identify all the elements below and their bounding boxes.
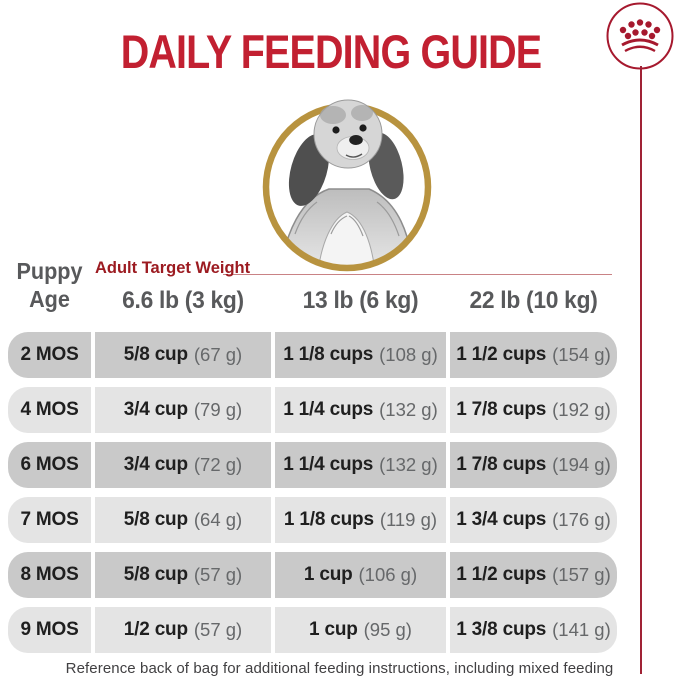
age-cell: 2 MOS <box>8 332 91 378</box>
table-row: 7 MOS 5/8 cup (64 g) 1 1/8 cups (119 g) 1 … <box>8 497 617 543</box>
value-cell: 3/4 cup (72 g) <box>95 442 271 488</box>
amount-text: 1 1/8 cups <box>283 344 374 365</box>
grams-text: (108 g) <box>379 344 438 365</box>
grams-text: (106 g) <box>358 564 418 585</box>
value-cell: 5/8 cup (57 g) <box>95 552 271 598</box>
amount-text: 5/8 cup <box>123 344 188 365</box>
value-cell: 1 cup (106 g) <box>275 552 446 598</box>
value-cell: 1 3/4 cups (176 g) <box>450 497 617 543</box>
grams-text: (67 g) <box>193 344 243 365</box>
page-title: DAILY FEEDING GUIDE <box>120 25 542 78</box>
grams-text: (176 g) <box>552 509 611 530</box>
amount-text: 1 1/2 cups <box>456 344 547 365</box>
amount-text: 3/4 cup <box>123 399 188 420</box>
grams-text: (57 g) <box>193 619 243 640</box>
age-cell: 7 MOS <box>8 497 91 543</box>
value-cell: 5/8 cup (67 g) <box>95 332 271 378</box>
amount-text: 1 3/4 cups <box>456 509 547 530</box>
value-cell: 1 1/2 cups (157 g) <box>450 552 617 598</box>
value-cell: 1 cup (95 g) <box>275 607 446 653</box>
value-cell: 1/2 cup (57 g) <box>95 607 271 653</box>
value-cell: 3/4 cup (79 g) <box>95 387 271 433</box>
puppy-illustration <box>262 99 432 272</box>
grams-text: (132 g) <box>379 399 438 420</box>
table-row: 6 MOS 3/4 cup (72 g) 1 1/4 cups (132 g) 1 … <box>8 442 617 488</box>
table-row: 9 MOS 1/2 cup (57 g) 1 cup (95 g) 1 3/8 cu… <box>8 607 617 653</box>
column-header-3kg: 6.6 lb (3 kg) <box>122 287 244 314</box>
value-cell: 1 1/8 cups (119 g) <box>275 497 446 543</box>
value-cell: 5/8 cup (64 g) <box>95 497 271 543</box>
column-header-10kg: 22 lb (10 kg) <box>469 287 598 314</box>
amount-text: 1 1/2 cups <box>456 564 547 585</box>
age-cell: 9 MOS <box>8 607 91 653</box>
amount-text: 5/8 cup <box>123 564 188 585</box>
row-header-line1: Puppy <box>16 258 83 284</box>
table-row: 2 MOS 5/8 cup (67 g) 1 1/8 cups (108 g) 1 … <box>8 332 617 378</box>
table-row: 8 MOS 5/8 cup (57 g) 1 cup (106 g) 1 1/2 c… <box>8 552 617 598</box>
amount-text: 1 3/8 cups <box>456 619 547 640</box>
column-header-6kg: 13 lb (6 kg) <box>302 287 419 314</box>
amount-text: 1/2 cup <box>123 619 188 640</box>
grams-text: (79 g) <box>193 399 243 420</box>
amount-text: 1 7/8 cups <box>456 399 547 420</box>
value-cell: 1 1/8 cups (108 g) <box>275 332 446 378</box>
value-cell: 1 7/8 cups (194 g) <box>450 442 617 488</box>
adult-target-weight-label: Adult Target Weight <box>95 258 251 277</box>
royal-canin-crown-icon <box>606 2 674 70</box>
amount-text: 1 1/8 cups <box>283 509 374 530</box>
age-cell: 4 MOS <box>8 387 91 433</box>
value-cell: 1 1/4 cups (132 g) <box>275 442 446 488</box>
value-cell: 1 1/2 cups (154 g) <box>450 332 617 378</box>
group-underline <box>223 274 612 275</box>
amount-text: 5/8 cup <box>123 509 188 530</box>
amount-text: 1 cup <box>309 619 358 640</box>
grams-text: (141 g) <box>552 619 611 640</box>
amount-text: 1 cup <box>303 564 353 585</box>
value-cell: 1 7/8 cups (192 g) <box>450 387 617 433</box>
puppy-head <box>288 99 404 206</box>
value-cell: 1 1/4 cups (132 g) <box>275 387 446 433</box>
feeding-table-body: 2 MOS 5/8 cup (67 g) 1 1/8 cups (108 g) 1 … <box>8 332 617 662</box>
grams-text: (57 g) <box>193 564 243 585</box>
grams-text: (194 g) <box>552 454 611 475</box>
amount-text: 1 1/4 cups <box>283 399 374 420</box>
table-row: 4 MOS 3/4 cup (79 g) 1 1/4 cups (132 g) 1 … <box>8 387 617 433</box>
vertical-accent-rule <box>640 66 642 674</box>
footer-note: Reference back of bag for additional fee… <box>65 660 614 677</box>
grams-text: (119 g) <box>379 509 438 530</box>
age-cell: 8 MOS <box>8 552 91 598</box>
grams-text: (64 g) <box>193 509 243 530</box>
grams-text: (157 g) <box>552 564 611 585</box>
grams-text: (95 g) <box>363 619 412 640</box>
grams-text: (192 g) <box>552 399 611 420</box>
amount-text: 1 1/4 cups <box>283 454 374 475</box>
grams-text: (72 g) <box>193 454 243 475</box>
amount-text: 1 7/8 cups <box>456 454 547 475</box>
row-header-line2: Age <box>29 286 70 312</box>
grams-text: (154 g) <box>552 344 611 365</box>
grams-text: (132 g) <box>379 454 438 475</box>
value-cell: 1 3/8 cups (141 g) <box>450 607 617 653</box>
age-cell: 6 MOS <box>8 442 91 488</box>
amount-text: 3/4 cup <box>123 454 188 475</box>
row-header-puppy-age: Puppy Age <box>10 257 88 313</box>
